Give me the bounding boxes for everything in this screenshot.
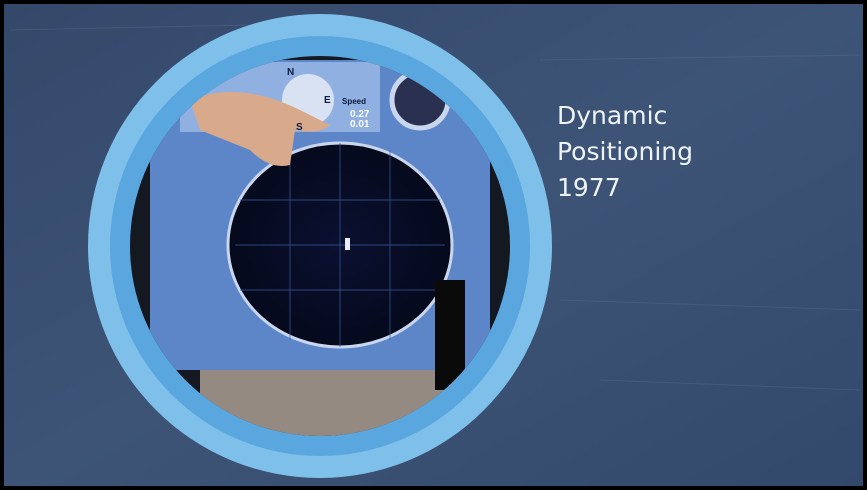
screen-text: E bbox=[324, 95, 331, 106]
foreground-post bbox=[435, 280, 465, 390]
screen-text: 0.27 bbox=[350, 109, 370, 120]
radar-grid bbox=[235, 143, 445, 347]
hand bbox=[190, 92, 330, 166]
slide-title-line: 1977 bbox=[557, 173, 621, 202]
vessel-icon bbox=[345, 238, 350, 250]
photo: N E S Speed 0.27 0.01 bbox=[130, 56, 510, 436]
water-streaks bbox=[9, 24, 861, 391]
slide-title-line: Positioning bbox=[557, 137, 693, 166]
screen-text: Speed bbox=[342, 97, 366, 106]
screen-text: 0.01 bbox=[350, 119, 370, 130]
slide-title-line: Dynamic bbox=[557, 101, 667, 130]
screen-text: N bbox=[287, 67, 294, 78]
screen-text: S bbox=[296, 122, 303, 133]
